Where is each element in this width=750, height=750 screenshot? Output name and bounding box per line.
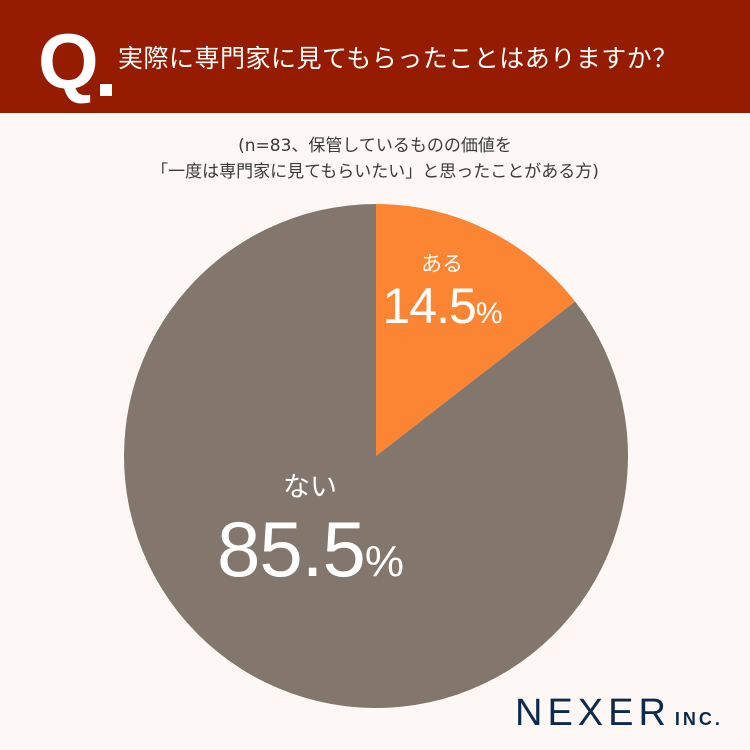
nai-percent-number: 85.5 xyxy=(217,505,366,593)
pie-slices xyxy=(124,204,628,708)
nexer-logo: NEXER INC. xyxy=(515,693,723,733)
pie-slice-aru xyxy=(376,204,576,456)
sample-note: (n=83、保管しているものの価値を 「一度は専門家に見てもらいたい」と思ったこ… xyxy=(0,133,750,185)
aru-percent-number: 14.5 xyxy=(382,278,476,334)
question-title: 実際に専門家に見てもらったことはありますか？ xyxy=(118,44,678,73)
slice-label-nai-name: ない xyxy=(283,472,337,503)
q-mark: Q xyxy=(38,17,99,105)
slice-label-aru-value: 14.5% xyxy=(382,278,502,342)
header-banner: Q 実際に専門家に見てもらったことはありますか？ xyxy=(0,0,750,113)
q-dot-decoration xyxy=(100,84,112,96)
logo-sub: INC. xyxy=(674,709,723,729)
slice-label-aru-name: ある xyxy=(421,252,463,276)
slice-label-aru: ある 14.5% xyxy=(382,250,502,342)
pie-slice-nai xyxy=(124,204,628,708)
slice-label-nai: ない 85.5% xyxy=(200,470,420,605)
logo-main: NEXER xyxy=(515,692,671,734)
nai-percent-sign: % xyxy=(364,537,404,586)
sample-note-line-1: (n=83、保管しているものの価値を xyxy=(238,136,512,156)
slice-label-nai-value: 85.5% xyxy=(200,506,420,605)
sample-note-line-2: 「一度は専門家に見てもらいたい」と思ったことがある方) xyxy=(151,162,599,182)
aru-percent-sign: % xyxy=(475,297,503,330)
